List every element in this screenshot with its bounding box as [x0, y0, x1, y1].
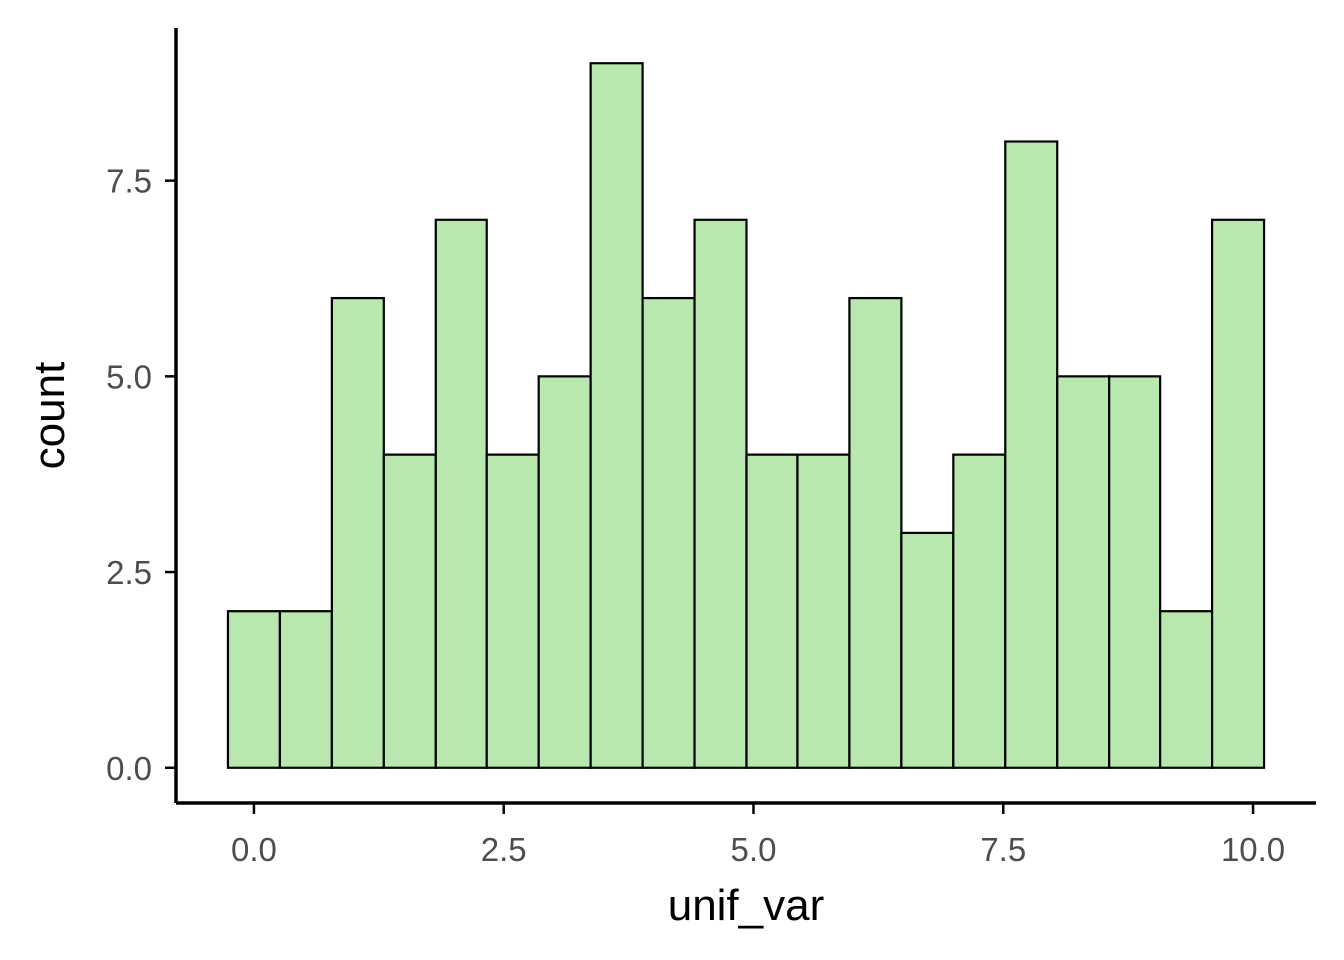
histogram-bar-16	[1056, 375, 1111, 769]
x-ticks-group: 0.0 2.5 5.0 7.5 10.0	[231, 803, 1285, 868]
histogram-bar-17	[1108, 375, 1162, 769]
y-tick-label-2: 5.0	[106, 358, 152, 395]
histogram-bar-1	[278, 610, 333, 769]
histogram-bar-11	[796, 453, 851, 769]
histogram-bar-18	[1159, 610, 1214, 769]
histogram-bar-9	[693, 218, 748, 769]
x-tick-label-0: 0.0	[231, 831, 277, 868]
histogram-bar-0	[226, 610, 282, 769]
histogram-bar-8	[641, 296, 696, 769]
y-tick-label-0: 0.0	[106, 750, 152, 787]
histogram-bar-6	[537, 375, 592, 769]
y-tick-label-1: 2.5	[106, 554, 152, 591]
y-ticks-group: 0.0 2.5 5.0 7.5	[106, 163, 176, 787]
histogram-bar-12	[848, 296, 903, 769]
histogram-bar-10	[745, 453, 799, 769]
histogram-bar-13	[900, 531, 955, 769]
x-tick-label-2: 5.0	[731, 831, 777, 868]
histogram-bar-5	[485, 453, 540, 769]
histogram-bar-19	[1210, 218, 1266, 769]
bars-group	[226, 62, 1266, 769]
histogram-bar-14	[952, 453, 1007, 769]
x-tick-label-3: 7.5	[980, 831, 1026, 868]
y-axis-title: count	[25, 362, 74, 470]
histogram-bar-4	[434, 218, 488, 769]
histogram-bar-15	[1004, 140, 1059, 769]
x-axis-title: unif_var	[668, 881, 825, 930]
axes-group	[174, 28, 1316, 805]
histogram-bar-3	[382, 453, 437, 769]
x-tick-label-1: 2.5	[481, 831, 527, 868]
x-tick-label-4: 10.0	[1221, 831, 1285, 868]
histogram-bar-2	[330, 296, 385, 769]
y-tick-label-3: 7.5	[106, 163, 152, 200]
histogram-bar-7	[589, 62, 644, 769]
